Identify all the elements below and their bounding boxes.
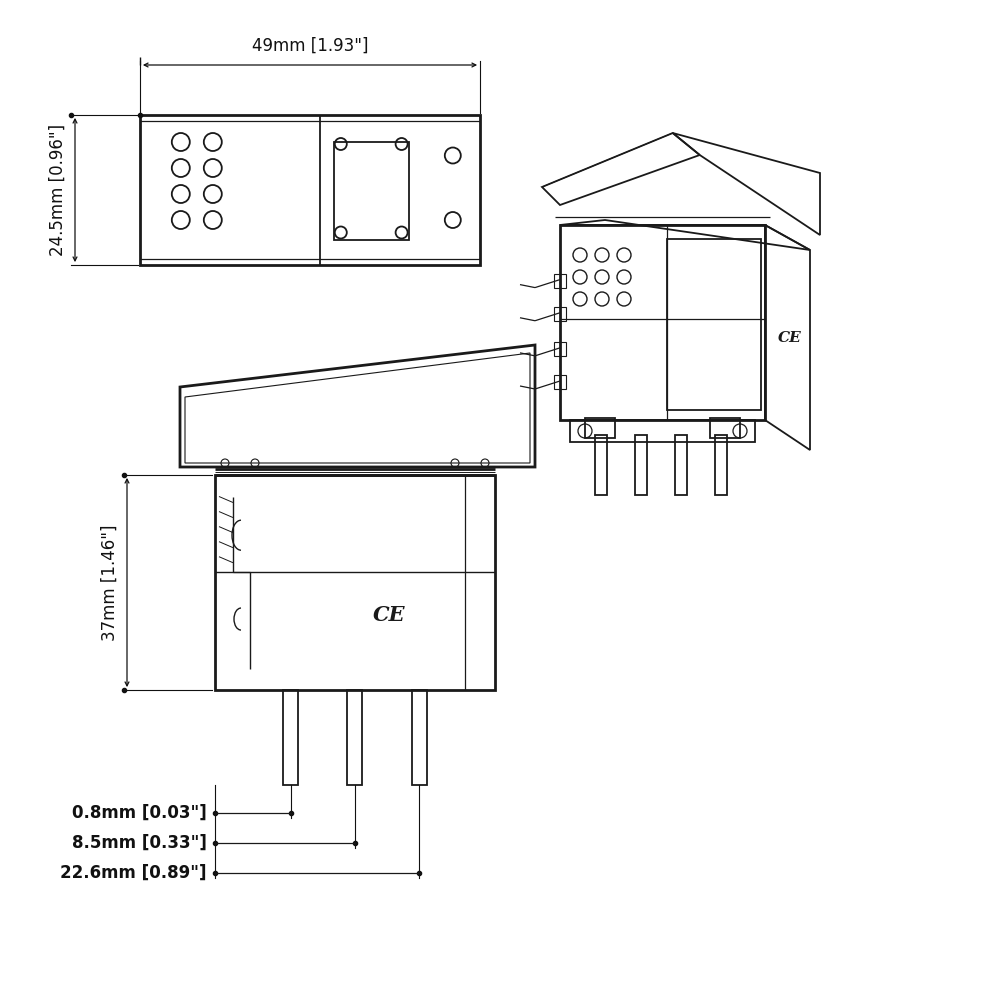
Circle shape: [172, 211, 190, 229]
Circle shape: [172, 133, 190, 151]
Circle shape: [578, 424, 592, 438]
Circle shape: [204, 211, 222, 229]
Bar: [554, 274, 566, 288]
Circle shape: [617, 270, 631, 284]
Bar: [554, 307, 566, 321]
Bar: [560, 225, 765, 420]
Circle shape: [251, 459, 259, 467]
Circle shape: [595, 270, 609, 284]
Bar: [283, 690, 298, 785]
Bar: [595, 435, 607, 495]
Bar: [347, 690, 362, 785]
Circle shape: [221, 459, 229, 467]
Circle shape: [573, 270, 587, 284]
Circle shape: [573, 292, 587, 306]
Circle shape: [617, 292, 631, 306]
Bar: [710, 418, 740, 438]
Circle shape: [445, 212, 461, 228]
Bar: [412, 690, 427, 785]
Bar: [675, 435, 687, 495]
Circle shape: [172, 159, 190, 177]
Bar: [215, 475, 495, 690]
Circle shape: [395, 227, 407, 238]
Circle shape: [451, 459, 459, 467]
Circle shape: [204, 185, 222, 203]
Text: 8.5mm [0.33"]: 8.5mm [0.33"]: [72, 834, 207, 852]
Bar: [554, 342, 566, 356]
Bar: [140, 115, 480, 265]
Bar: [554, 375, 566, 389]
Circle shape: [481, 459, 489, 467]
Text: CE: CE: [777, 331, 801, 345]
Circle shape: [595, 292, 609, 306]
Circle shape: [334, 138, 346, 150]
Bar: [333, 142, 408, 239]
Circle shape: [395, 138, 407, 150]
Circle shape: [204, 133, 222, 151]
Bar: [635, 435, 647, 495]
Text: 0.8mm [0.03"]: 0.8mm [0.03"]: [72, 804, 207, 822]
Circle shape: [617, 248, 631, 262]
Circle shape: [204, 159, 222, 177]
Circle shape: [595, 248, 609, 262]
Text: 49mm [1.93"]: 49mm [1.93"]: [251, 37, 368, 55]
Bar: [667, 239, 760, 410]
Bar: [585, 418, 615, 438]
Circle shape: [573, 248, 587, 262]
Circle shape: [172, 185, 190, 203]
Text: 22.6mm [0.89"]: 22.6mm [0.89"]: [61, 864, 207, 882]
Text: CE: CE: [372, 605, 405, 625]
Bar: [570, 420, 755, 442]
Circle shape: [445, 147, 461, 163]
Text: 37mm [1.46"]: 37mm [1.46"]: [101, 524, 119, 641]
Circle shape: [733, 424, 747, 438]
Bar: [715, 435, 727, 495]
Circle shape: [334, 227, 346, 238]
Text: 24.5mm [0.96"]: 24.5mm [0.96"]: [49, 124, 67, 256]
